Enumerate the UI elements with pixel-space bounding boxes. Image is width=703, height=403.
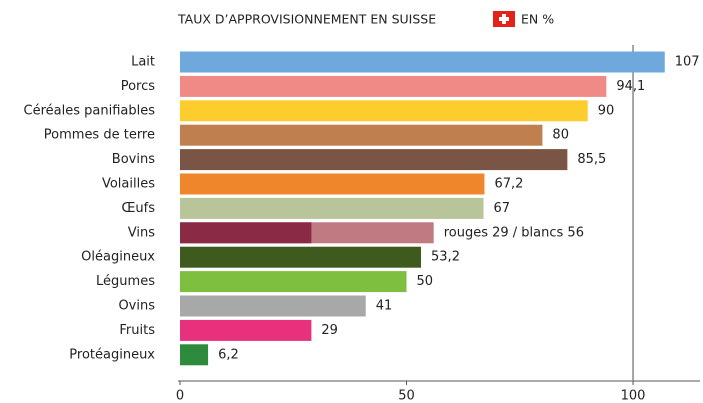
y-tick-label: Légumes <box>96 274 155 289</box>
y-tick-label: Volailles <box>102 177 155 192</box>
value-label: 6,2 <box>218 347 239 362</box>
value-label: 94,1 <box>616 79 645 94</box>
y-tick-label: Pommes de terre <box>44 128 155 143</box>
value-label: 50 <box>417 274 434 289</box>
value-label: 67 <box>494 201 511 216</box>
x-tick-label: 100 <box>621 389 646 403</box>
bar <box>180 149 568 171</box>
bar <box>180 222 312 244</box>
value-label: 107 <box>675 55 700 70</box>
x-tick-label: 0 <box>176 389 184 403</box>
value-label: 41 <box>376 299 393 314</box>
bar <box>180 295 366 317</box>
y-tick-label: Lait <box>131 55 155 70</box>
swiss-flag <box>493 11 515 27</box>
bar <box>180 344 209 366</box>
y-tick-label: Œufs <box>122 201 156 216</box>
y-tick-label: Fruits <box>119 323 155 338</box>
y-tick-label: Oléagineux <box>81 250 155 265</box>
bar <box>180 124 543 146</box>
bar <box>180 197 484 219</box>
bar <box>180 319 312 341</box>
bar <box>180 271 407 293</box>
bar <box>180 75 607 97</box>
y-tick-label: Céréales panifiables <box>24 103 156 118</box>
value-label: 80 <box>552 128 569 143</box>
value-label: 90 <box>598 103 615 118</box>
y-tick-label: Ovins <box>118 299 155 314</box>
value-label: 85,5 <box>577 152 606 167</box>
value-label: 53,2 <box>431 250 460 265</box>
y-tick-label: Vins <box>128 225 155 240</box>
value-label: rouges 29 / blancs 56 <box>444 225 584 240</box>
value-label: 67,2 <box>494 177 523 192</box>
unit-label: EN % <box>521 12 554 27</box>
bar <box>180 246 422 268</box>
bar <box>180 51 665 73</box>
bar <box>180 100 588 122</box>
y-tick-label: Bovins <box>112 152 155 167</box>
y-tick-label: Protéagineux <box>69 347 155 362</box>
value-label: 29 <box>321 323 338 338</box>
x-tick-label: 50 <box>398 389 415 403</box>
bar <box>180 173 485 195</box>
chart-title: TAUX D’APPROVISIONNEMENT EN SUISSE <box>177 12 436 27</box>
y-tick-label: Porcs <box>121 79 156 94</box>
